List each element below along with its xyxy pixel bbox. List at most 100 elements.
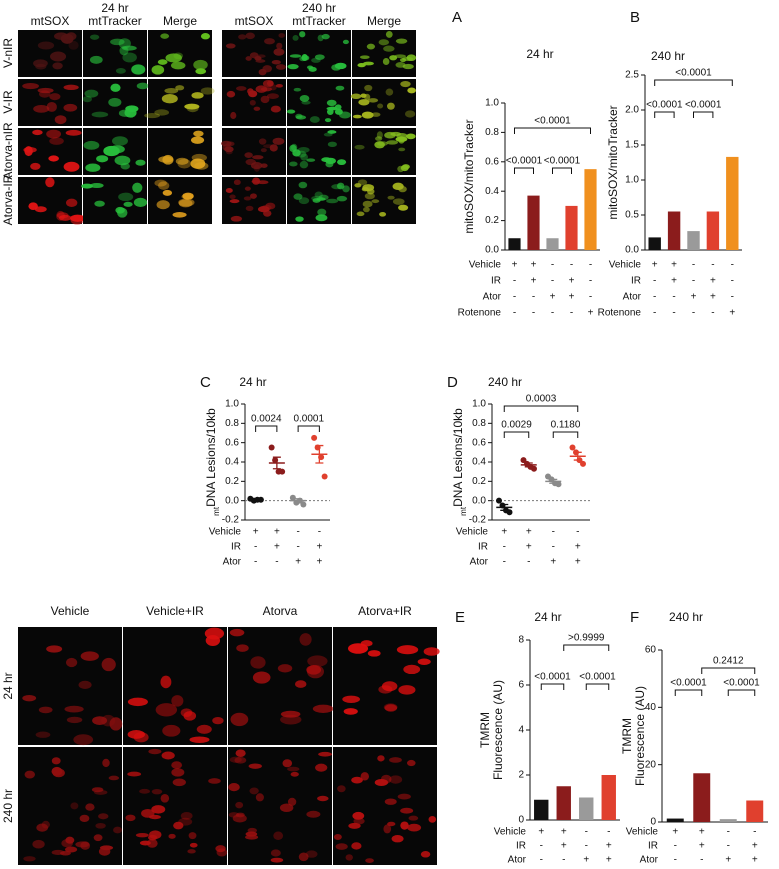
y-tick-label: 0.4 bbox=[225, 457, 239, 468]
cell bbox=[30, 162, 41, 170]
cell bbox=[28, 202, 38, 211]
condition-sign: + bbox=[699, 841, 705, 852]
cell bbox=[258, 68, 267, 76]
condition-sign: + bbox=[550, 557, 556, 568]
y-tick-label: 0.6 bbox=[225, 437, 239, 448]
condition-sign: - bbox=[727, 827, 730, 838]
condition-sign: + bbox=[652, 260, 658, 271]
cell bbox=[376, 131, 383, 139]
cell bbox=[364, 84, 373, 92]
cell bbox=[245, 205, 254, 211]
cell bbox=[35, 63, 47, 70]
y-tick-label: 60 bbox=[645, 645, 657, 656]
cell bbox=[404, 110, 416, 118]
cell bbox=[389, 775, 403, 784]
condition-sign: + bbox=[274, 542, 280, 553]
cell bbox=[366, 43, 376, 50]
cell bbox=[309, 116, 320, 123]
column-label: mtSOX bbox=[31, 14, 70, 28]
cell bbox=[127, 771, 142, 777]
cell bbox=[115, 68, 126, 74]
cell bbox=[266, 93, 279, 99]
cell bbox=[54, 115, 67, 125]
cell bbox=[305, 850, 318, 858]
condition-sign: - bbox=[532, 308, 535, 319]
cell bbox=[299, 160, 309, 169]
significance-bracket bbox=[701, 667, 756, 674]
cell bbox=[37, 41, 55, 50]
condition-sign: - bbox=[527, 557, 530, 568]
cell bbox=[135, 159, 146, 166]
column-label: Merge bbox=[163, 14, 197, 28]
cell bbox=[326, 108, 334, 115]
bar bbox=[706, 211, 720, 250]
column-label: Atorva bbox=[263, 604, 298, 618]
condition-sign: - bbox=[731, 292, 734, 303]
cell bbox=[151, 805, 166, 814]
condition-name: IR bbox=[231, 542, 241, 553]
y-tick-label: 0.8 bbox=[225, 418, 239, 429]
p-value: <0.0001 bbox=[685, 100, 722, 111]
cell bbox=[96, 155, 109, 163]
y-tick-label: -0.2 bbox=[469, 515, 487, 526]
error-bar bbox=[272, 456, 281, 470]
bar bbox=[556, 786, 571, 820]
cell bbox=[253, 106, 261, 111]
significance-bracket bbox=[563, 644, 610, 651]
column-label: Atorva+IR bbox=[358, 604, 412, 618]
y-axis-label-main: mitoSOX/mitoTracker bbox=[606, 105, 620, 219]
condition-sign: + bbox=[274, 527, 280, 538]
bar bbox=[746, 800, 764, 822]
cell bbox=[269, 144, 278, 152]
p-value: <0.0001 bbox=[534, 672, 571, 683]
cell bbox=[46, 101, 57, 112]
cell bbox=[119, 46, 129, 56]
condition-name: Vehicle bbox=[609, 260, 642, 271]
condition-sign: + bbox=[531, 276, 537, 287]
cell bbox=[279, 803, 294, 813]
cell bbox=[311, 57, 321, 63]
cell bbox=[248, 763, 262, 769]
cell bbox=[131, 64, 146, 75]
cell bbox=[229, 628, 245, 637]
data-point bbox=[311, 434, 318, 441]
cell bbox=[316, 197, 326, 201]
cell bbox=[379, 211, 387, 217]
cell bbox=[392, 198, 405, 205]
condition-sign: - bbox=[254, 542, 257, 553]
cell bbox=[81, 183, 93, 189]
condition-name: Ator bbox=[640, 855, 659, 866]
cell bbox=[45, 177, 55, 188]
cell bbox=[317, 208, 327, 217]
bar bbox=[687, 231, 700, 250]
cell bbox=[93, 834, 103, 842]
y-tick-label: 0.8 bbox=[472, 418, 486, 429]
condition-sign: - bbox=[692, 276, 695, 287]
cell bbox=[61, 839, 73, 848]
cell bbox=[335, 85, 345, 91]
column-label: Merge bbox=[367, 14, 401, 28]
y-axis-label: Fluorescence (AU) bbox=[633, 686, 647, 786]
cell bbox=[348, 822, 361, 829]
panel-letter: A bbox=[452, 9, 462, 26]
y-axis-label: TMRM bbox=[620, 718, 634, 754]
cell bbox=[350, 93, 362, 100]
cell bbox=[225, 188, 233, 193]
y-tick-label: 1.0 bbox=[625, 175, 639, 186]
cell bbox=[311, 195, 324, 201]
bar bbox=[719, 819, 737, 822]
p-value: <0.0001 bbox=[675, 68, 712, 79]
cell bbox=[337, 785, 346, 793]
cell bbox=[188, 832, 197, 840]
condition-sign: - bbox=[585, 827, 588, 838]
cell bbox=[24, 146, 33, 157]
data-point bbox=[321, 473, 328, 480]
cell bbox=[263, 144, 274, 149]
cell bbox=[428, 816, 437, 823]
condition-sign: - bbox=[711, 308, 714, 319]
cell bbox=[127, 697, 148, 707]
condition-sign: + bbox=[671, 260, 677, 271]
y-tick-label: 8 bbox=[518, 635, 524, 646]
condition-sign: - bbox=[589, 292, 592, 303]
